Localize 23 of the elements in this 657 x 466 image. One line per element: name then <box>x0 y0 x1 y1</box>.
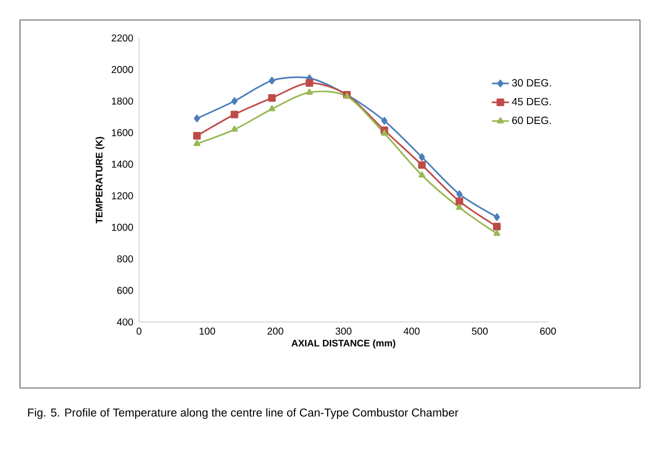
x-tick-label: 500 <box>472 328 488 335</box>
x-tick-label: 0 <box>136 328 142 335</box>
caption: Fig. 5. Profile of Temperature along the centre line of Can-Type Combustor Chamber <box>28 408 458 419</box>
legend-label: 30 DEG. <box>512 79 551 87</box>
y-tick-label: 400 <box>116 318 133 326</box>
x-tick-label: 400 <box>404 328 420 335</box>
legend-label: 60 DEG. <box>512 116 551 124</box>
x-axis-title: AXIAL DISTANCE (mm) <box>292 340 396 348</box>
legend-label: 45 DEG. <box>512 98 551 106</box>
y-tick-label: 1600 <box>112 129 133 136</box>
y-tick-label: 1800 <box>112 98 133 105</box>
y-tick-label: 1200 <box>112 192 133 200</box>
y-tick-label: 2000 <box>112 66 133 74</box>
y-tick-label: 1400 <box>112 160 133 168</box>
y-tick-label: 800 <box>117 255 133 262</box>
y-tick-label: 1000 <box>112 224 133 231</box>
x-tick-label: 200 <box>268 328 284 335</box>
y-tick-label: 600 <box>117 286 133 294</box>
y-axis-title: TEMPERATURE (K) <box>96 136 104 224</box>
x-tick-label: 100 <box>200 328 216 335</box>
y-tick-label: 2200 <box>112 34 133 42</box>
x-tick-label: 600 <box>540 328 556 335</box>
x-tick-label: 300 <box>336 328 352 335</box>
